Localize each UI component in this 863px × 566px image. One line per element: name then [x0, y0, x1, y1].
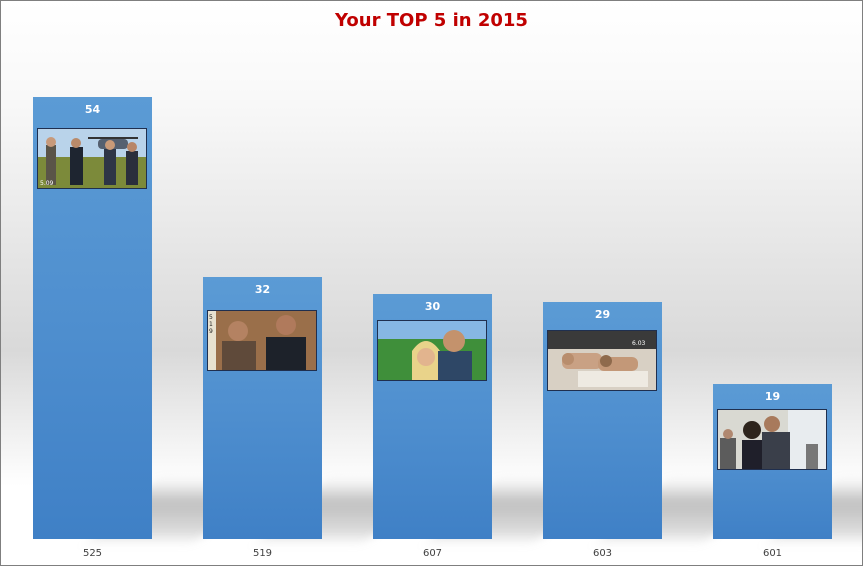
data-label: 32 [254, 283, 271, 296]
episode-thumbnail: 6.03 [547, 330, 657, 391]
x-tick-label: 525 [82, 548, 103, 559]
svg-text:5.09: 5.09 [40, 180, 54, 187]
x-tick-label: 519 [252, 548, 273, 559]
svg-text:5: 5 [209, 314, 213, 321]
episode-thumbnail [717, 409, 827, 470]
episode-thumbnail: 5.09 [37, 128, 147, 189]
data-label: 29 [594, 308, 611, 321]
data-label: 19 [764, 390, 781, 403]
svg-text:1: 1 [209, 321, 213, 328]
svg-text:6.03: 6.03 [632, 340, 646, 347]
x-tick-label: 603 [592, 548, 613, 559]
data-label: 54 [84, 103, 101, 116]
svg-text:9: 9 [209, 328, 213, 335]
x-tick-label: 601 [762, 548, 783, 559]
x-tick-label: 607 [422, 548, 443, 559]
chart-title: Your TOP 5 in 2015 [335, 10, 528, 31]
episode-thumbnail [377, 320, 487, 381]
data-label: 30 [424, 300, 441, 313]
